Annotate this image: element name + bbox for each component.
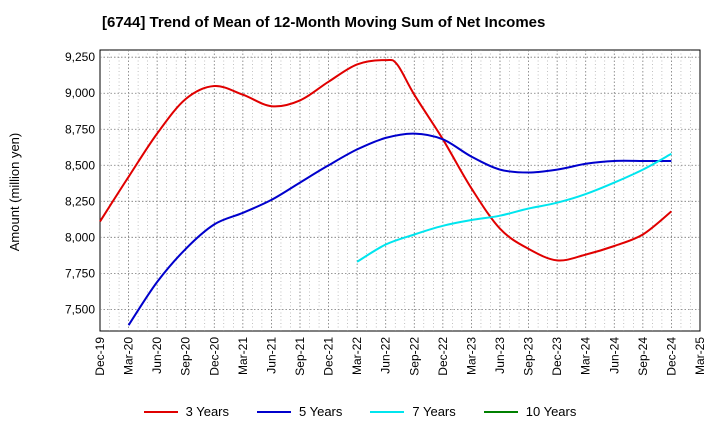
series-line-5-years <box>127 132 672 326</box>
legend-label: 5 Years <box>299 404 343 419</box>
y-tick-label: 8,750 <box>65 122 95 136</box>
legend-swatch <box>257 410 291 413</box>
x-tick-label: Dec-23 <box>550 337 564 376</box>
x-tick-label: Dec-19 <box>93 337 107 376</box>
grid-layer <box>99 49 701 332</box>
series-layer <box>99 58 673 326</box>
x-tick-label: Jun-23 <box>493 337 507 374</box>
y-tick-label: 7,500 <box>65 302 95 316</box>
x-tick-label: Mar-24 <box>579 337 593 375</box>
y-tick-label: 8,000 <box>65 230 95 244</box>
y-tick-label: 9,000 <box>65 86 95 100</box>
y-tick-label: 7,750 <box>65 266 95 280</box>
legend-item-5-years: 5 Years <box>257 404 342 419</box>
x-tick-label: Sep-22 <box>407 337 421 376</box>
x-tick-label: Dec-24 <box>664 337 678 376</box>
x-tick-label: Jun-24 <box>607 337 621 374</box>
y-tick-label: 8,250 <box>65 194 95 208</box>
x-tick-label: Sep-21 <box>293 337 307 376</box>
x-tick-label: Mar-22 <box>350 337 364 375</box>
x-tick-label: Mar-21 <box>236 337 250 375</box>
legend-swatch <box>370 410 405 413</box>
x-tick-label: Dec-22 <box>436 337 450 376</box>
x-tick-label: Dec-20 <box>207 337 221 376</box>
x-tick-label: Mar-20 <box>122 337 136 375</box>
x-tick-label: Mar-23 <box>464 337 478 375</box>
x-tick-label: Jun-22 <box>379 337 393 374</box>
y-tick-label: 9,250 <box>65 50 95 64</box>
legend: 3 Years 5 Years 7 Years 10 Years <box>0 404 720 419</box>
x-tick-label: Mar-25 <box>693 337 707 375</box>
x-tick-label: Sep-20 <box>179 337 193 376</box>
x-tick-label: Dec-21 <box>322 337 336 376</box>
plot-frame <box>99 49 701 332</box>
legend-label: 10 Years <box>525 404 577 419</box>
series-line-3-years <box>99 58 673 262</box>
x-tick-label: Sep-24 <box>636 337 650 376</box>
legend-label: 3 Years <box>185 404 229 419</box>
legend-item-3-years: 3 Years <box>143 404 229 419</box>
legend-item-7-years: 7 Years <box>370 404 456 419</box>
y-tick-label: 8,500 <box>65 158 95 172</box>
chart-title: [6744] Trend of Mean of 12-Month Moving … <box>102 14 546 31</box>
legend-swatch <box>483 410 518 413</box>
x-tick-label: Jun-20 <box>150 337 164 374</box>
legend-label: 7 Years <box>412 404 456 419</box>
x-tick-label: Sep-23 <box>522 337 536 376</box>
legend-swatch <box>143 410 178 413</box>
y-axis-label: Amount (million yen) <box>7 133 22 252</box>
axis-layer: Dec-19 Mar-20 Jun-20 Sep-20 Dec-20 Mar-21 Jun-… <box>65 50 707 375</box>
x-tick-label: Jun-21 <box>264 337 278 374</box>
legend-item-10-years: 10 Years <box>483 404 577 419</box>
series-line-7-years <box>356 152 672 263</box>
